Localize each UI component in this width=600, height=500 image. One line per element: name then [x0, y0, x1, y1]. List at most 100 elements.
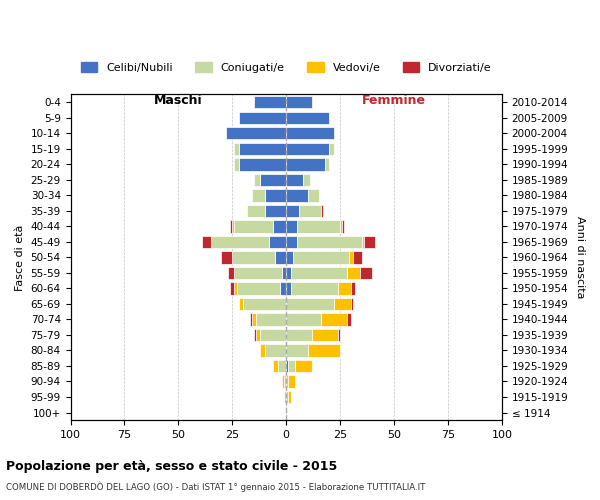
Bar — [297, 236, 362, 248]
Bar — [286, 391, 289, 403]
Bar — [359, 266, 373, 279]
Bar — [239, 112, 286, 124]
Bar — [308, 344, 340, 356]
Bar — [297, 220, 340, 232]
Bar — [295, 360, 312, 372]
Bar — [351, 282, 355, 294]
Bar — [349, 251, 353, 264]
Bar — [289, 376, 295, 388]
Bar — [286, 189, 308, 202]
Bar — [260, 328, 286, 341]
Bar — [347, 313, 351, 326]
Bar — [308, 189, 319, 202]
Bar — [293, 251, 349, 264]
Bar — [273, 360, 278, 372]
Bar — [290, 282, 338, 294]
Bar — [260, 344, 265, 356]
Bar — [286, 112, 329, 124]
Bar — [235, 220, 273, 232]
Bar — [239, 298, 243, 310]
Legend: Celibi/Nubili, Coniugati/e, Vedovi/e, Divorziati/e: Celibi/Nubili, Coniugati/e, Vedovi/e, Di… — [76, 58, 496, 78]
Bar — [226, 127, 286, 140]
Bar — [275, 251, 286, 264]
Bar — [325, 158, 329, 170]
Bar — [278, 360, 286, 372]
Bar — [280, 282, 286, 294]
Bar — [286, 344, 308, 356]
Bar — [362, 236, 364, 248]
Bar — [265, 189, 286, 202]
Bar — [286, 328, 312, 341]
Y-axis label: Fasce di età: Fasce di età — [15, 224, 25, 290]
Bar — [232, 251, 275, 264]
Bar — [353, 251, 362, 264]
Bar — [202, 236, 211, 248]
Bar — [265, 204, 286, 217]
Bar — [286, 251, 293, 264]
Bar — [230, 220, 232, 232]
Bar — [235, 142, 239, 155]
Bar — [286, 96, 312, 108]
Bar — [286, 204, 299, 217]
Bar — [364, 236, 374, 248]
Bar — [265, 344, 286, 356]
Bar — [235, 282, 236, 294]
Bar — [230, 282, 235, 294]
Bar — [338, 328, 340, 341]
Bar — [321, 313, 347, 326]
Bar — [289, 360, 295, 372]
Bar — [289, 391, 290, 403]
Y-axis label: Anni di nascita: Anni di nascita — [575, 216, 585, 298]
Bar — [256, 313, 286, 326]
Bar — [243, 298, 286, 310]
Bar — [290, 266, 347, 279]
Bar — [299, 204, 321, 217]
Bar — [329, 142, 334, 155]
Bar — [312, 328, 338, 341]
Bar — [338, 282, 351, 294]
Bar — [286, 266, 290, 279]
Bar — [304, 174, 310, 186]
Bar — [286, 313, 321, 326]
Bar — [342, 220, 344, 232]
Bar — [321, 204, 323, 217]
Bar — [236, 282, 280, 294]
Bar — [334, 298, 351, 310]
Bar — [260, 174, 286, 186]
Bar — [347, 266, 359, 279]
Bar — [251, 189, 265, 202]
Bar — [340, 220, 342, 232]
Bar — [250, 313, 251, 326]
Bar — [286, 142, 329, 155]
Bar — [235, 158, 239, 170]
Bar — [273, 220, 286, 232]
Bar — [282, 376, 284, 388]
Bar — [286, 158, 325, 170]
Bar — [286, 376, 289, 388]
Bar — [247, 204, 265, 217]
Text: Maschi: Maschi — [154, 94, 203, 108]
Bar — [256, 328, 260, 341]
Bar — [282, 266, 286, 279]
Bar — [254, 174, 260, 186]
Bar — [286, 282, 290, 294]
Bar — [284, 376, 286, 388]
Bar — [284, 391, 286, 403]
Bar — [351, 298, 353, 310]
Bar — [286, 298, 334, 310]
Bar — [254, 328, 256, 341]
Bar — [235, 266, 282, 279]
Bar — [239, 142, 286, 155]
Bar — [221, 251, 232, 264]
Text: Femmine: Femmine — [362, 94, 426, 108]
Text: COMUNE DI DOBERDÒ DEL LAGO (GO) - Dati ISTAT 1° gennaio 2015 - Elaborazione TUTT: COMUNE DI DOBERDÒ DEL LAGO (GO) - Dati I… — [6, 482, 425, 492]
Bar — [211, 236, 269, 248]
Text: Popolazione per età, sesso e stato civile - 2015: Popolazione per età, sesso e stato civil… — [6, 460, 337, 473]
Bar — [232, 220, 235, 232]
Bar — [286, 236, 297, 248]
Bar — [254, 96, 286, 108]
Bar — [239, 158, 286, 170]
Bar — [251, 313, 256, 326]
Bar — [286, 220, 297, 232]
Bar — [286, 127, 334, 140]
